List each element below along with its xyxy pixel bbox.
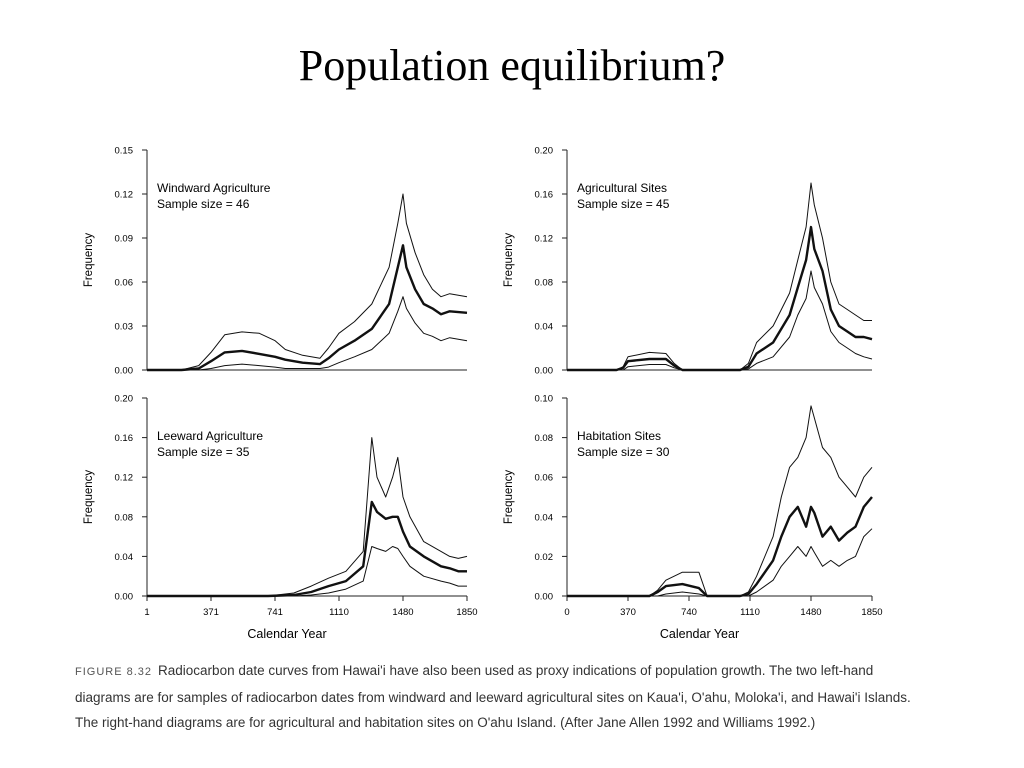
chart-habitation: 0.10 0.08 0.06 0.04 0.02 0.00 0 370 740 1110 1480 1… [503,394,883,642]
y-tick-label: 0.15 [115,146,134,157]
y-tick-label: 0.00 [535,366,554,377]
panel-title: Habitation Sites [577,429,661,443]
y-tick-label: 0.10 [535,394,554,405]
series-mean-line [567,496,873,598]
series-upper-line [567,405,873,597]
series-upper-line [567,182,872,371]
panel-sample-size: Sample size = 45 [577,197,670,211]
y-tick-label: 0.09 [115,234,134,245]
slide-title: Population equilibrium? [298,41,726,90]
y-tick-label: 0.00 [535,592,554,603]
x-axis-label: Calendar Year [247,627,326,641]
x-tick-label: 370 [620,607,636,618]
y-tick-label: 0.00 [115,592,134,603]
chart-agricultural: 0.20 0.16 0.12 0.08 0.04 0.00 Frequency Agricul… [503,146,873,377]
series-lower-line [567,528,873,597]
x-axis-label: Calendar Year [660,627,739,641]
series-mean-line [147,500,467,598]
series-lower-line [567,270,873,371]
y-tick-label: 0.06 [535,473,554,484]
chart-windward: 0.15 0.12 0.09 0.06 0.03 0.00 Frequency Windwar… [83,146,468,377]
y-tick-label: 0.06 [115,278,134,289]
panel-sample-size: Sample size = 35 [157,445,250,459]
y-axis-label: Frequency [503,233,515,288]
x-tick-label: 740 [681,607,697,618]
panel-title: Leeward Agriculture [157,429,263,443]
series-mean-line [567,225,873,372]
series-mean-line [147,244,468,372]
panel-title: Agricultural Sites [577,181,667,195]
y-tick-label: 0.00 [115,366,134,377]
y-tick-label: 0.02 [535,552,554,563]
series-upper-line [147,193,468,371]
x-tick-label: 1110 [329,607,349,618]
chart-leeward: 0.20 0.16 0.12 0.08 0.04 0.00 1 371 741 1110 1480 1… [83,394,478,642]
caption-text: Radiocarbon date curves from Hawai'i hav… [75,663,911,730]
y-tick-label: 0.04 [535,512,554,523]
y-tick-label: 0.20 [535,146,554,157]
figure-panels: 0.15 0.12 0.09 0.06 0.03 0.00 Frequency Windwar… [83,146,883,642]
y-tick-label: 0.20 [115,394,134,405]
y-axis-label: Frequency [83,233,95,288]
panel-sample-size: Sample size = 30 [577,445,670,459]
figure-label: FIGURE 8.32 [75,666,153,678]
x-tick-label: 1110 [740,607,760,618]
x-tick-label: 1480 [392,607,413,618]
y-axis-label: Frequency [503,470,515,525]
y-tick-label: 0.03 [115,322,134,333]
y-tick-label: 0.08 [535,433,554,444]
series-lower-line [147,546,467,597]
y-tick-label: 0.08 [535,278,554,289]
y-axis-label: Frequency [83,470,95,525]
panel-title: Windward Agriculture [157,181,271,195]
x-tick-label: 1850 [456,607,477,618]
y-tick-label: 0.08 [115,512,134,523]
x-tick-label: 741 [267,607,283,618]
y-tick-label: 0.16 [535,190,554,201]
panel-sample-size: Sample size = 46 [157,197,250,211]
y-tick-label: 0.16 [115,433,134,444]
y-tick-label: 0.12 [115,473,134,484]
y-tick-label: 0.12 [115,190,134,201]
x-tick-label: 371 [203,607,219,618]
x-tick-label: 0 [564,607,569,618]
y-tick-label: 0.04 [535,322,554,333]
x-tick-label: 1 [144,607,149,618]
x-tick-label: 1480 [800,607,821,618]
series-upper-line [147,437,468,597]
x-tick-label: 1850 [861,607,882,618]
y-tick-label: 0.04 [115,552,134,563]
figure-caption: FIGURE 8.32 Radiocarbon date curves from … [75,658,915,735]
y-tick-label: 0.12 [535,234,554,245]
series-lower-line [147,296,468,371]
